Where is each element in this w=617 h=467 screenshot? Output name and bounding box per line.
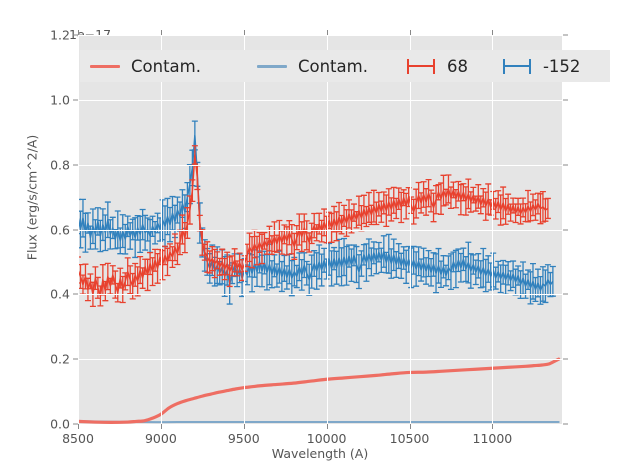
legend-line-swatch bbox=[88, 57, 122, 75]
y-tick-mark bbox=[73, 34, 78, 36]
y-axis-ticks: 0.0 0.2 0.4 0.6 0.8 1.0 1.2 bbox=[22, 0, 78, 467]
y-tick-mark-right bbox=[563, 99, 568, 101]
legend-label: 68 bbox=[446, 56, 468, 76]
y-tick-mark bbox=[73, 293, 78, 295]
plot-area bbox=[78, 35, 562, 424]
y-tick-mark bbox=[73, 99, 78, 101]
y-tick-label: 0.8 bbox=[50, 157, 70, 173]
data-layer bbox=[78, 35, 561, 424]
x-tick-label: 10500 bbox=[389, 431, 430, 446]
legend-line-swatch bbox=[255, 57, 289, 75]
y-tick-label: 0.0 bbox=[50, 416, 70, 432]
gridline-horizontal bbox=[78, 229, 562, 231]
legend-label: Contam. bbox=[297, 56, 368, 76]
x-tick-mark bbox=[326, 424, 328, 429]
x-tick-mark bbox=[160, 424, 162, 429]
gridline-horizontal bbox=[78, 294, 562, 296]
gridline-horizontal bbox=[78, 359, 562, 361]
y-tick-mark bbox=[73, 164, 78, 166]
y-tick-mark-right bbox=[563, 229, 568, 230]
legend-contam-blue[interactable]: Contam. bbox=[255, 57, 368, 76]
contamination-line bbox=[78, 357, 561, 424]
y-tick-label: 1.2 bbox=[50, 27, 70, 43]
x-tick-mark-top bbox=[160, 30, 162, 35]
y-tick-label: 0.6 bbox=[50, 222, 70, 237]
x-tick-label: 11000 bbox=[472, 431, 513, 446]
x-tick-label: 10000 bbox=[306, 431, 347, 446]
y-tick-mark-right bbox=[563, 164, 568, 166]
x-axis-label: Wavelength (A) bbox=[271, 446, 369, 461]
y-axis-label: Flux (erg/s/cm^2/A) bbox=[24, 134, 40, 261]
x-tick-mark bbox=[492, 424, 494, 429]
gridline-horizontal bbox=[78, 35, 562, 36]
y-tick-label: 1.0 bbox=[50, 92, 70, 108]
y-tick-mark-right bbox=[563, 293, 568, 295]
series-line bbox=[78, 134, 554, 292]
y-tick-label: 0.2 bbox=[50, 351, 70, 367]
y-tick-mark-right bbox=[563, 423, 568, 425]
legend: Contam. Contam. 68 -152 bbox=[80, 50, 610, 82]
legend-label: -152 bbox=[542, 56, 581, 76]
y-tick-mark bbox=[73, 423, 78, 425]
x-tick-label: 9500 bbox=[227, 431, 260, 446]
legend-spectrum-152[interactable]: -152 bbox=[500, 57, 580, 76]
legend-errorbar-swatch bbox=[404, 57, 438, 75]
x-tick-mark-top bbox=[326, 30, 328, 35]
x-tick-mark-top bbox=[78, 30, 79, 35]
x-tick-label: 8500 bbox=[62, 431, 94, 446]
gridline-horizontal bbox=[78, 164, 562, 166]
y-tick-mark-right bbox=[563, 34, 568, 36]
y-tick-mark bbox=[73, 358, 78, 360]
y-tick-mark-right bbox=[563, 358, 568, 360]
y-tick-mark bbox=[73, 229, 78, 230]
x-tick-mark bbox=[243, 424, 245, 429]
x-tick-mark bbox=[78, 424, 79, 429]
legend-spectrum-68[interactable]: 68 bbox=[404, 57, 468, 76]
legend-label: Contam. bbox=[131, 56, 201, 76]
x-tick-mark-top bbox=[243, 30, 245, 35]
y-tick-label: 0.4 bbox=[50, 286, 70, 302]
x-tick-label: 9000 bbox=[144, 431, 177, 446]
legend-errorbar-swatch bbox=[500, 57, 534, 75]
x-tick-mark bbox=[409, 424, 411, 429]
legend-contam-red[interactable]: Contam. bbox=[88, 57, 201, 76]
x-tick-mark-top bbox=[409, 30, 411, 35]
gridline-horizontal bbox=[78, 99, 562, 101]
x-tick-mark-top bbox=[492, 30, 494, 35]
series-68 bbox=[78, 146, 551, 308]
